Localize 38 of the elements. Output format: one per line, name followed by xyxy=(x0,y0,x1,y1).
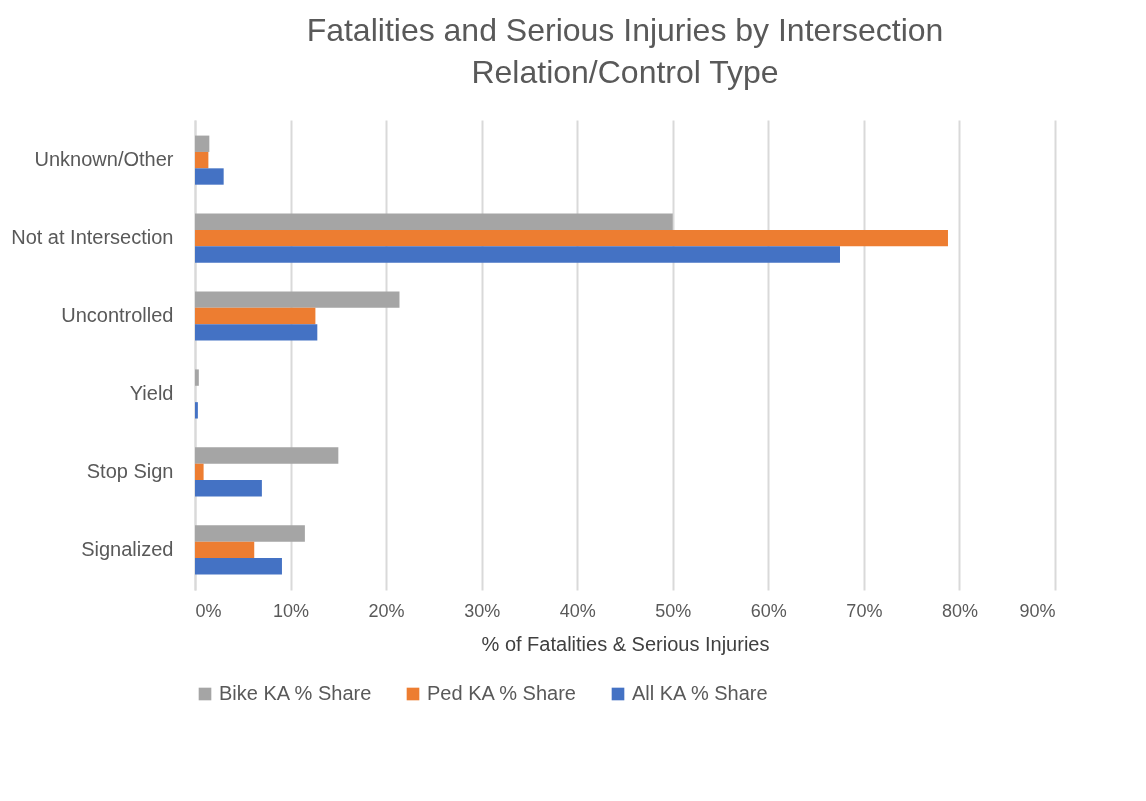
x-tick-label: 20% xyxy=(368,600,405,621)
bar xyxy=(195,525,305,542)
legend-label: All KA % Share xyxy=(632,682,768,704)
bar xyxy=(195,168,224,185)
y-tick-label: Signalized xyxy=(81,537,174,560)
x-tick-label: 40% xyxy=(559,600,596,621)
x-tick-label: 50% xyxy=(655,600,692,621)
bar xyxy=(195,402,198,419)
x-axis-title: % of Fatalities & Serious Injuries xyxy=(481,632,770,655)
x-tick-label: 0% xyxy=(195,600,222,621)
bar xyxy=(195,324,318,341)
y-tick-label: Stop Sign xyxy=(86,459,174,482)
bar xyxy=(195,291,400,308)
legend-label: Bike KA % Share xyxy=(219,682,372,704)
x-tick-label: 90% xyxy=(1019,600,1056,621)
x-tick-label: 30% xyxy=(464,600,501,621)
y-tick-label: Unknown/Other xyxy=(34,148,174,171)
y-tick-label: Yield xyxy=(129,381,174,404)
bar xyxy=(195,307,316,325)
bar xyxy=(195,229,948,247)
bar xyxy=(195,480,262,497)
x-tick-label: 70% xyxy=(846,600,883,621)
y-tick-label: Not at Intersection xyxy=(11,226,174,249)
bar xyxy=(195,151,209,169)
chart-title: Fatalities and Serious Injuries by Intersection Relation/Control Type xyxy=(306,12,944,90)
x-tick-label: 10% xyxy=(273,600,310,621)
y-tick-label: Uncontrolled xyxy=(61,304,174,327)
legend-label: Ped KA % Share xyxy=(427,682,576,704)
x-tick-label: 60% xyxy=(750,600,787,621)
bar xyxy=(195,246,840,263)
bar xyxy=(195,541,255,559)
bar xyxy=(195,463,204,481)
bar xyxy=(195,558,282,575)
bar xyxy=(195,369,199,386)
bar xyxy=(195,447,339,464)
bar xyxy=(195,135,210,152)
bar xyxy=(195,213,673,230)
x-tick-label: 80% xyxy=(941,600,978,621)
